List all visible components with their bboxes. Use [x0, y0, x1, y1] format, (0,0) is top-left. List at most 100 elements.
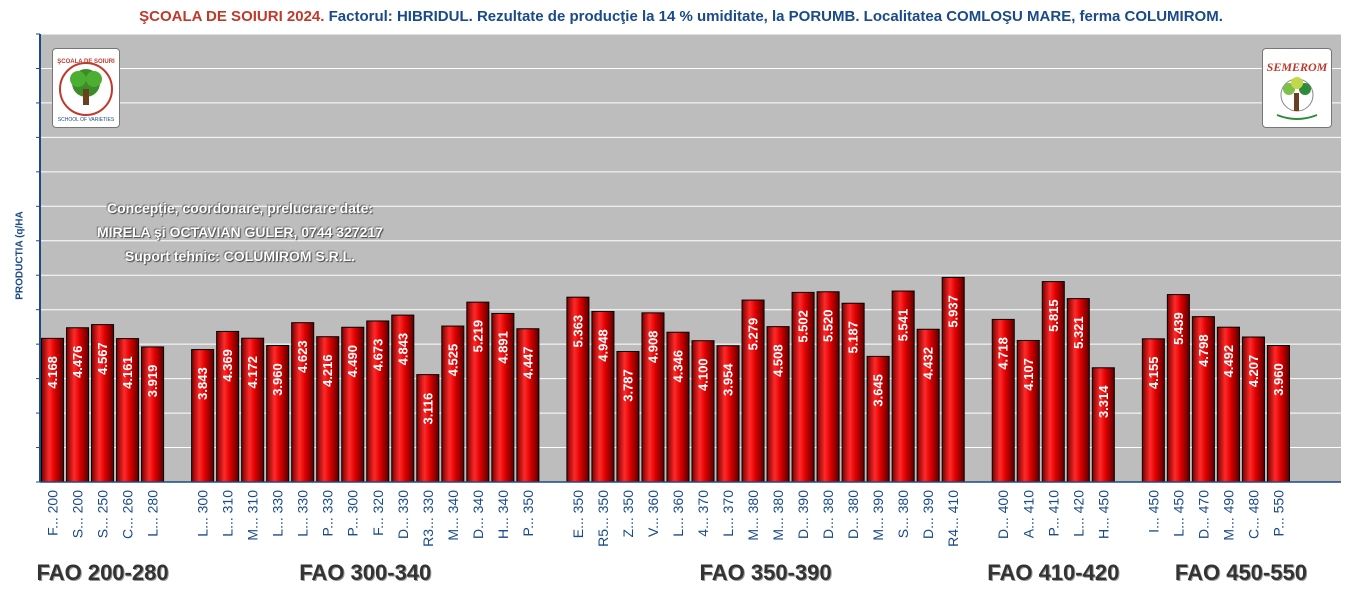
data-label: 4.346: [670, 350, 685, 383]
x-tick-label: D... 470: [1195, 490, 1211, 539]
x-tick-label: D... 390: [795, 490, 811, 539]
data-label: 4.798: [1196, 334, 1211, 367]
x-tick-label: L... 300: [195, 490, 211, 537]
title-part1: ŞCOALA DE SOIURI 2024.: [139, 8, 325, 25]
data-label: 4.207: [1246, 355, 1261, 388]
data-label: 5.439: [1171, 312, 1186, 345]
data-label: 4.172: [245, 356, 260, 389]
school-of-varieties-logo: ŞCOALA DE SOIURI SCHOOL OF VARIETIES: [52, 48, 120, 128]
data-label: 4.161: [120, 356, 135, 389]
x-tick-label: L... 450: [1170, 490, 1186, 537]
x-tick-label: H... 450: [1095, 490, 1111, 539]
x-tick-label: L... 280: [145, 490, 161, 537]
data-label: 3.787: [620, 369, 635, 402]
x-tick-label: P... 550: [1270, 490, 1286, 537]
data-label: 4.623: [295, 340, 310, 373]
credits-line-1: Concepție, coordonare, prelucrare date:: [106, 200, 374, 216]
tree-logo-icon: ŞCOALA DE SOIURI SCHOOL OF VARIETIES: [57, 59, 115, 123]
data-label: 4.369: [220, 349, 235, 382]
x-tick-label: L... 310: [220, 490, 236, 537]
x-tick-label: P... 300: [345, 490, 361, 537]
credits-block: Concepție, coordonare, prelucrare date: …: [40, 196, 440, 268]
x-tick-label: L... 360: [670, 490, 686, 537]
data-label: 4.168: [45, 356, 60, 389]
x-tick-label: L... 330: [270, 490, 286, 537]
data-label: 4.432: [921, 347, 936, 380]
fao-group-label: FAO 410-420: [987, 560, 1120, 585]
x-tick-label: D... 340: [470, 490, 486, 539]
data-label: 4.948: [595, 329, 610, 362]
x-tick-label: M... 490: [1220, 490, 1236, 541]
data-label: 5.520: [821, 309, 836, 342]
data-label: 4.843: [395, 333, 410, 366]
x-tick-label: M... 380: [745, 490, 761, 541]
data-label: 4.447: [520, 346, 535, 379]
data-label: 4.718: [996, 337, 1011, 370]
x-tick-label: R3... 330: [420, 490, 436, 547]
fao-group-label: FAO 450-550: [1174, 560, 1307, 585]
data-label: 5.187: [846, 321, 861, 354]
x-tick-label: 4... 370: [695, 490, 711, 537]
data-label: 4.908: [645, 331, 660, 364]
x-tick-label: M... 380: [770, 490, 786, 541]
x-tick-label: R4... 410: [945, 490, 961, 547]
x-tick-label: P... 410: [1045, 490, 1061, 537]
x-tick-label: H... 340: [495, 490, 511, 539]
fao-group-label: FAO 300-340: [299, 560, 432, 585]
x-tick-label: D... 390: [920, 490, 936, 539]
y-axis-label: PRODUCTIA (q/HA: [14, 211, 26, 300]
x-tick-label: S... 250: [95, 490, 111, 538]
data-label: 5.541: [896, 309, 911, 342]
x-tick-label: I... 450: [1145, 490, 1161, 533]
x-tick-label: R5... 350: [595, 490, 611, 547]
data-label: 3.954: [721, 363, 736, 396]
semerom-logo: SEMEROM: [1262, 48, 1332, 128]
data-label: 5.815: [1046, 299, 1061, 332]
data-label: 5.279: [746, 318, 761, 351]
data-label: 4.155: [1146, 357, 1161, 390]
x-tick-label: C... 260: [120, 490, 136, 539]
data-label: 3.843: [195, 367, 210, 400]
data-label: 4.476: [70, 345, 85, 378]
data-label: 4.673: [370, 339, 385, 372]
credits-line-2: MIRELA şi OCTAVIAN GULER, 0744 327217: [96, 224, 384, 240]
data-label: 5.219: [470, 320, 485, 353]
data-label: 4.567: [95, 342, 110, 375]
credits-line-3: Suport tehnic: COLUMIROM S.R.L.: [124, 248, 356, 264]
x-tick-label: D... 380: [845, 490, 861, 539]
x-tick-label: A... 410: [1020, 490, 1036, 538]
x-tick-label: C... 480: [1245, 490, 1261, 539]
data-label: 4.492: [1221, 345, 1236, 378]
bars: 4.168 4.476 4.567 4.161 3.919 3.843 4.369 4.172…: [41, 276, 1290, 483]
x-tick-label: M... 340: [445, 490, 461, 541]
x-tick-label: E... 350: [570, 490, 586, 538]
data-label: 4.525: [445, 344, 460, 377]
x-tick-label: L... 420: [1070, 490, 1086, 537]
data-label: 3.960: [270, 363, 285, 396]
bar: [1091, 367, 1115, 483]
x-tick-label: S... 200: [70, 490, 86, 538]
title-part2: Factorul: HIBRIDUL. Rezultate de producţ…: [328, 8, 1223, 25]
data-label: 3.919: [145, 365, 160, 398]
semerom-logo-icon: SEMEROM: [1267, 60, 1328, 120]
data-label: 3.116: [420, 393, 435, 425]
data-label: 4.100: [696, 358, 711, 391]
data-label: 5.363: [570, 315, 585, 348]
data-label: 4.508: [771, 344, 786, 377]
data-label: 4.490: [345, 345, 360, 378]
svg-text:SCHOOL OF VARIETIES: SCHOOL OF VARIETIES: [58, 117, 115, 123]
x-tick-label: S... 380: [895, 490, 911, 538]
x-tick-label: D... 330: [395, 490, 411, 539]
svg-text:SEMEROM: SEMEROM: [1267, 60, 1328, 74]
svg-text:ŞCOALA DE SOIURI: ŞCOALA DE SOIURI: [57, 59, 115, 65]
x-tick-label: P... 350: [520, 490, 536, 537]
data-label: 3.314: [1096, 385, 1111, 418]
data-label: 4.107: [1021, 358, 1036, 391]
x-tick-labels: F... 200 S... 200 S... 250 C... 260 L... 280…: [45, 490, 1287, 547]
x-tick-label: D... 400: [995, 490, 1011, 539]
x-tick-label: L... 330: [295, 490, 311, 537]
x-tick-label: Z... 350: [620, 490, 636, 538]
x-tick-label: L... 370: [720, 490, 736, 537]
data-label: 3.960: [1271, 363, 1286, 396]
bar: [416, 374, 440, 483]
